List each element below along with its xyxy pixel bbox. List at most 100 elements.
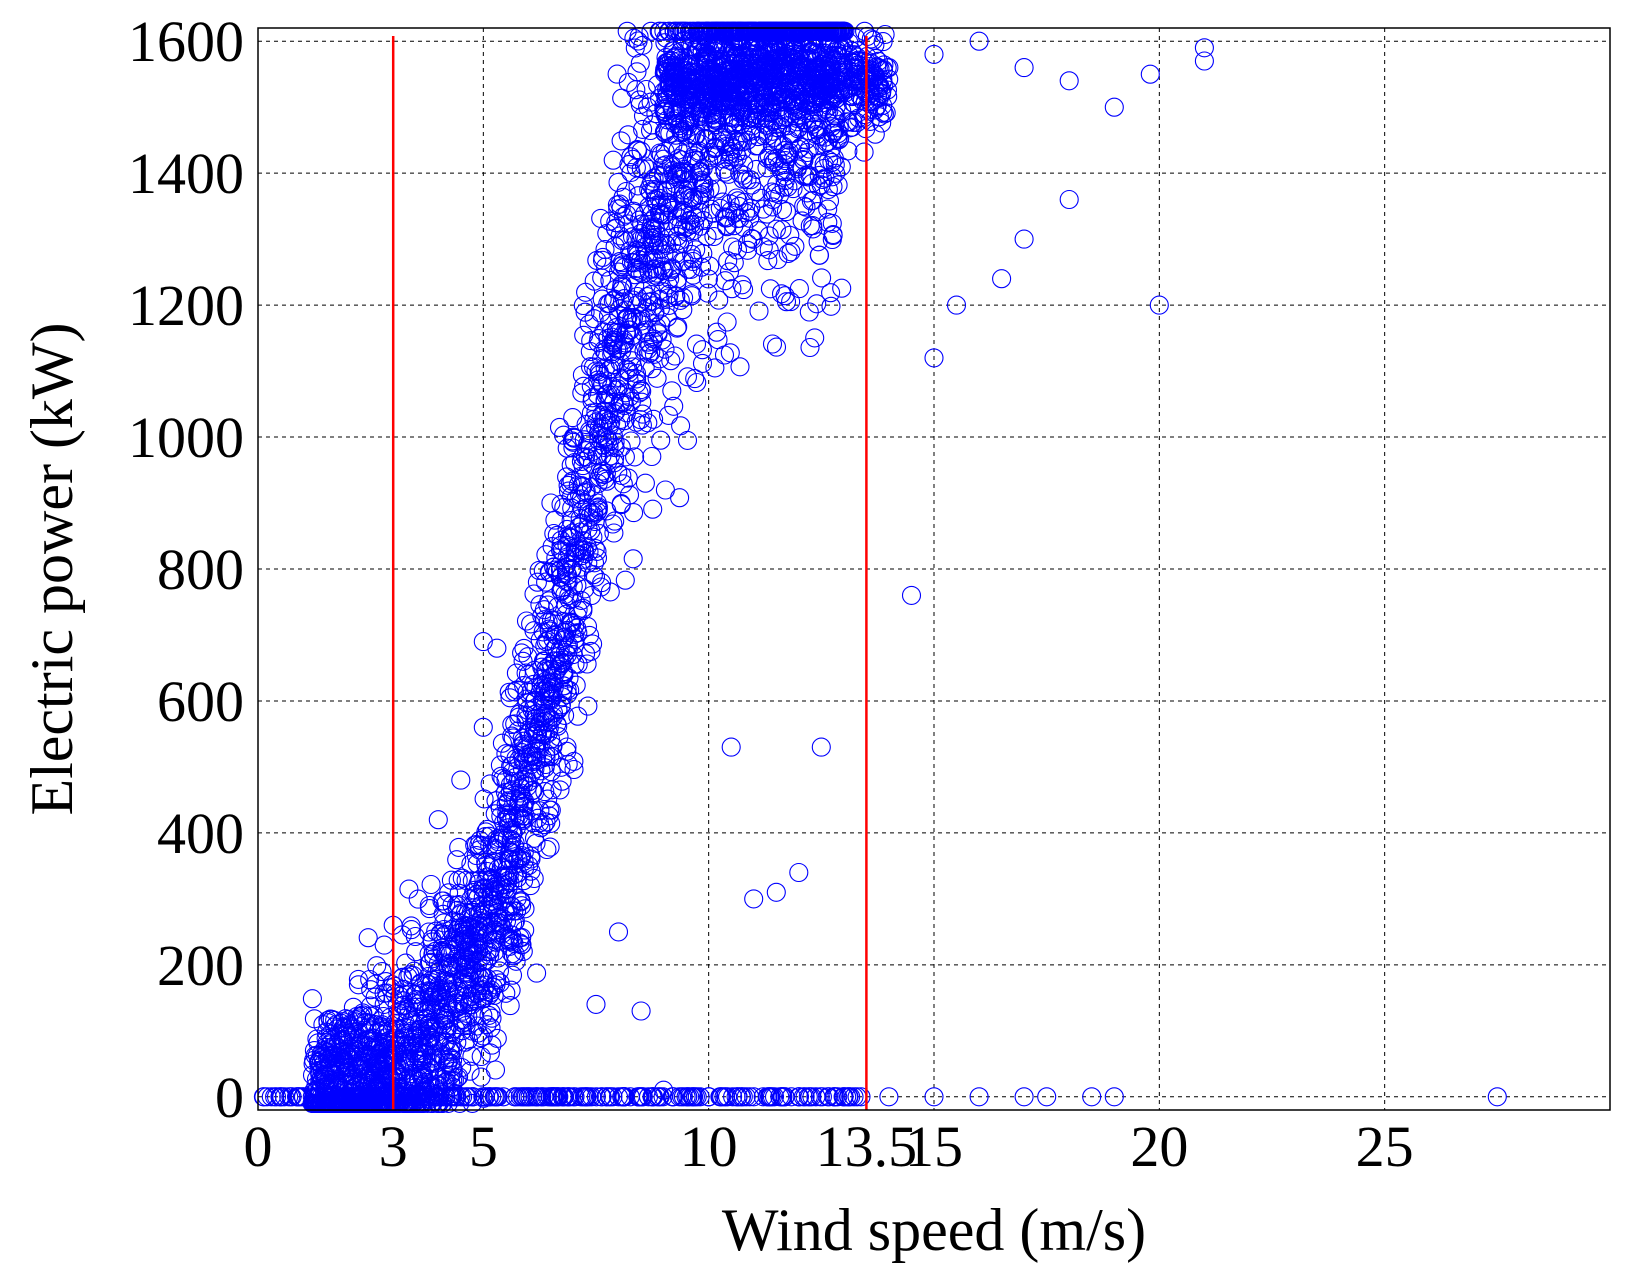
data-point xyxy=(446,984,466,1004)
data-point xyxy=(619,362,639,382)
data-point xyxy=(266,1087,287,1107)
data-point xyxy=(514,851,534,871)
data-point xyxy=(479,942,499,962)
data-point xyxy=(603,355,623,375)
data-point xyxy=(611,131,631,151)
data-point xyxy=(714,207,735,227)
y-tick-label: 600 xyxy=(157,669,244,734)
data-point xyxy=(845,58,865,78)
data-point xyxy=(327,1047,347,1067)
data-point xyxy=(348,975,368,995)
data-point xyxy=(683,163,703,184)
data-point xyxy=(435,953,455,973)
data-point xyxy=(253,1087,273,1107)
data-point xyxy=(710,1087,730,1107)
y-axis-title: Electric power (kW) xyxy=(19,322,85,815)
data-point xyxy=(824,108,844,128)
data-point xyxy=(761,22,781,42)
data-point xyxy=(826,163,846,183)
data-point xyxy=(686,334,707,354)
data-point xyxy=(792,211,812,231)
data-point xyxy=(566,489,586,509)
data-point xyxy=(465,835,485,855)
data-point xyxy=(662,381,682,401)
data-point xyxy=(482,1008,502,1028)
data-point xyxy=(452,1057,472,1078)
x-axis-title: Wind speed (m/s) xyxy=(722,1197,1146,1263)
data-point xyxy=(667,207,687,227)
data-point xyxy=(766,337,787,357)
data-point xyxy=(574,325,594,345)
data-point xyxy=(458,1030,479,1050)
data-point xyxy=(635,204,655,224)
data-point xyxy=(802,1087,822,1107)
data-point xyxy=(561,613,581,633)
data-point xyxy=(587,385,608,405)
data-point xyxy=(512,759,533,779)
data-point xyxy=(562,559,582,579)
data-point xyxy=(361,980,381,1000)
data-point xyxy=(600,582,620,602)
data-point xyxy=(844,1087,864,1107)
data-point xyxy=(512,643,532,663)
data-point xyxy=(717,312,737,332)
data-point xyxy=(828,1087,848,1107)
data-point xyxy=(434,913,454,933)
data-point xyxy=(722,279,742,299)
data-point xyxy=(496,983,516,1003)
data-point xyxy=(726,188,747,208)
data-point xyxy=(667,231,688,251)
data-point xyxy=(496,927,516,947)
y-tick-label: 400 xyxy=(157,801,244,866)
data-point xyxy=(443,1071,463,1091)
data-point xyxy=(624,503,644,523)
data-point xyxy=(617,21,637,41)
data-point xyxy=(765,151,785,172)
data-point xyxy=(803,109,823,129)
data-point xyxy=(631,229,651,249)
data-point xyxy=(538,789,558,809)
data-point xyxy=(1149,295,1169,315)
data-point xyxy=(818,1087,838,1107)
data-point xyxy=(551,567,571,587)
data-point xyxy=(650,349,670,369)
data-point xyxy=(357,1087,377,1107)
data-point xyxy=(703,105,723,125)
data-point xyxy=(443,1061,463,1081)
data-point xyxy=(678,60,698,81)
data-point xyxy=(557,519,577,539)
data-point xyxy=(631,1001,651,1021)
data-point xyxy=(707,130,727,150)
data-point xyxy=(598,294,618,314)
data-point xyxy=(430,924,450,944)
data-point xyxy=(544,1087,564,1107)
data-point xyxy=(376,972,396,992)
data-point xyxy=(586,417,606,437)
data-point xyxy=(730,357,750,377)
data-point xyxy=(527,963,547,983)
data-point xyxy=(619,214,639,234)
data-point xyxy=(635,473,655,493)
data-point xyxy=(279,1087,299,1107)
data-point xyxy=(655,141,675,161)
data-point xyxy=(414,1087,435,1107)
data-point xyxy=(627,140,647,160)
data-point xyxy=(585,567,606,587)
data-point xyxy=(654,163,674,183)
data-point xyxy=(492,733,512,753)
data-point xyxy=(432,891,452,911)
data-point xyxy=(658,405,679,425)
data-point xyxy=(514,774,534,795)
data-point xyxy=(539,689,559,709)
data-point xyxy=(663,99,683,119)
data-point xyxy=(455,931,475,951)
data-point xyxy=(633,119,653,139)
data-point xyxy=(785,236,805,256)
data-point xyxy=(687,54,707,75)
y-tick-label: 200 xyxy=(157,933,244,998)
data-point xyxy=(551,757,571,777)
data-point xyxy=(728,50,748,70)
data-point xyxy=(542,736,563,756)
data-point xyxy=(855,105,875,125)
data-point xyxy=(270,1087,291,1107)
